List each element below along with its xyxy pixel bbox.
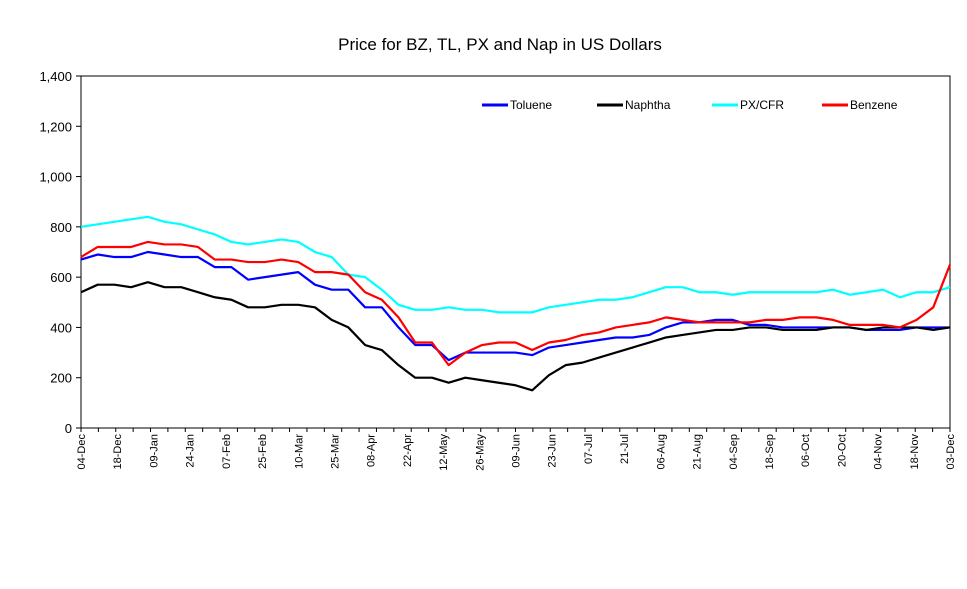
- x-tick-label: 18-Sep: [764, 434, 776, 469]
- legend-label-naphtha: Naphtha: [625, 98, 671, 112]
- x-tick-label: 09-Jan: [148, 434, 160, 468]
- y-tick-label: 1,000: [39, 170, 72, 185]
- y-tick-label: 400: [50, 320, 72, 335]
- series-line-benzene: [80, 240, 952, 367]
- x-tick-label: 20-Oct: [836, 434, 848, 467]
- x-tick-label: 10-Mar: [293, 434, 305, 469]
- x-tick-label: 23-Jun: [547, 434, 559, 468]
- plot-area: [80, 75, 951, 429]
- x-tick-label: 26-May: [474, 434, 486, 471]
- x-tick-label: 07-Feb: [221, 434, 233, 469]
- x-tick-label: 18-Nov: [909, 434, 921, 470]
- series-lines: [80, 215, 952, 392]
- legend-label-benzene: Benzene: [850, 98, 898, 112]
- y-axis: 0 200 400 600 800 1,000 1,200 1,400: [39, 69, 81, 436]
- legend-label-toluene: Toluene: [510, 98, 552, 112]
- y-tick-label: 200: [50, 371, 72, 386]
- x-tick-label: 24-Jan: [185, 434, 197, 468]
- x-tick-label: 22-Apr: [402, 434, 414, 467]
- x-tick-label: 25-Mar: [329, 434, 341, 469]
- chart-title: Price for BZ, TL, PX and Nap in US Dolla…: [338, 35, 662, 54]
- y-tick-label: 1,400: [39, 69, 72, 84]
- x-tick-label: 09-Jun: [511, 434, 523, 468]
- x-tick-label: 04-Nov: [873, 434, 885, 470]
- y-tick-label: 800: [50, 220, 72, 235]
- x-tick-label: 03-Dec: [945, 434, 957, 470]
- y-tick-label: 1,200: [39, 119, 72, 134]
- x-axis: 04-Dec 18-Dec 09-Jan 24-Jan 07-Feb 25-Feb 10-M…: [76, 428, 957, 471]
- series-line-toluene: [80, 250, 950, 362]
- x-tick-label: 04-Dec: [76, 434, 88, 470]
- y-tick-label: 0: [65, 421, 72, 436]
- x-tick-label: 06-Aug: [655, 434, 667, 469]
- x-tick-label: 18-Dec: [112, 434, 124, 470]
- x-tick-label: 07-Jul: [583, 434, 595, 464]
- x-tick-label: 06-Oct: [800, 434, 812, 467]
- x-tick-label: 25-Feb: [257, 434, 269, 469]
- series-line-naphtha: [80, 281, 951, 392]
- legend: Toluene Naphtha PX/CFR Benzene: [482, 98, 898, 112]
- x-tick-label: 08-Apr: [366, 434, 378, 467]
- x-tick-label: 21-Jul: [619, 434, 631, 464]
- legend-label-px-cfr: PX/CFR: [740, 98, 784, 112]
- x-tick-label: 04-Sep: [728, 434, 740, 469]
- y-tick-label: 600: [50, 270, 72, 285]
- x-tick-label: 12-May: [438, 434, 450, 471]
- series-line-px-cfr: [80, 215, 951, 314]
- x-tick-label: 21-Aug: [692, 434, 704, 469]
